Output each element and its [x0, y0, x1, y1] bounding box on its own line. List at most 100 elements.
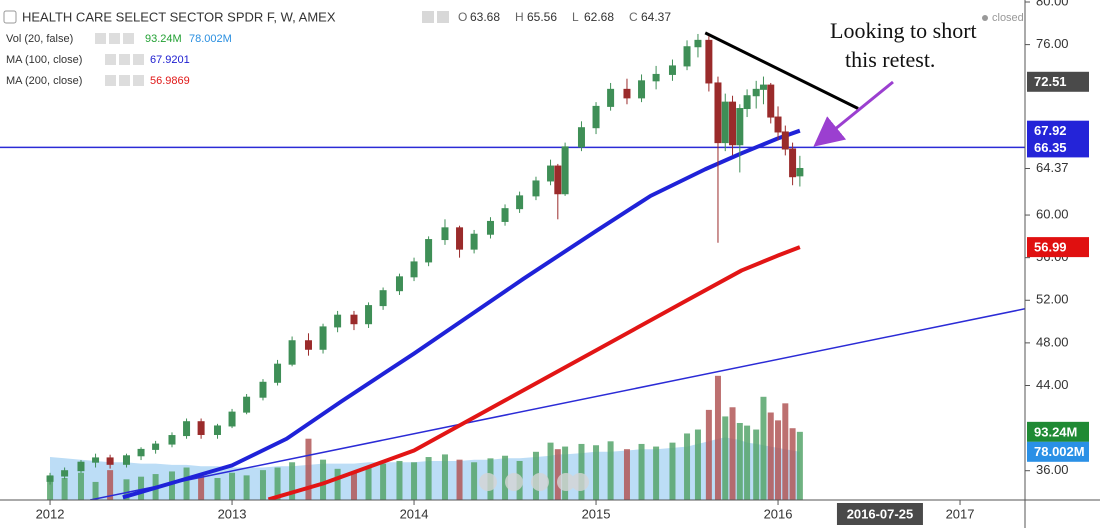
indicator-button[interactable] — [109, 33, 120, 44]
candle-body — [577, 127, 585, 148]
candle-body — [781, 131, 789, 150]
x-tick-label: 2013 — [218, 506, 247, 521]
indicator-button[interactable] — [105, 75, 116, 86]
volume-bar — [796, 431, 803, 500]
ohlc-value: 63.68 — [470, 10, 500, 24]
title-buttons[interactable] — [422, 11, 449, 23]
time-marker-badge — [836, 503, 923, 525]
volume-bar — [183, 467, 190, 500]
trend-line — [704, 31, 859, 110]
volume-bar — [198, 475, 205, 500]
candle-body — [705, 39, 713, 84]
candle-body — [759, 84, 767, 90]
price-badge-label: 78.002M — [1034, 444, 1085, 459]
candle-body — [729, 101, 737, 146]
y-tick-label: 76.00 — [1036, 36, 1069, 51]
last-price-label: 64.37 — [1036, 160, 1069, 175]
indicator-button[interactable] — [133, 75, 144, 86]
price-badge-label: 66.35 — [1034, 140, 1067, 155]
volume-bar — [607, 441, 614, 500]
volume-bar — [554, 449, 561, 500]
candle-body — [547, 165, 555, 182]
candle-body — [774, 116, 782, 133]
volume-bar — [411, 462, 418, 500]
indicator-button[interactable] — [123, 33, 134, 44]
ohlc-key: O — [458, 10, 467, 24]
candle-body — [694, 39, 702, 48]
ohlc-value: 64.37 — [641, 10, 671, 24]
indicator-button[interactable] — [105, 54, 116, 65]
volume-bar — [714, 375, 721, 500]
candle-body — [714, 82, 722, 144]
indicator-button[interactable] — [119, 75, 130, 86]
volume-bar — [760, 396, 767, 500]
indicator-value: 93.24M — [145, 33, 182, 45]
candle-body — [721, 101, 729, 144]
volume-bar — [471, 462, 478, 500]
x-tick-label: 2017 — [946, 506, 975, 521]
candle-body — [796, 167, 804, 177]
candle-body — [259, 381, 267, 398]
indicator-button[interactable] — [133, 54, 144, 65]
candle-body — [350, 314, 358, 325]
volume-bar — [744, 425, 751, 500]
indicator-button[interactable] — [119, 54, 130, 65]
indicator-legend: Vol (20, false) 93.24M 78.002M MA (100, clo… — [6, 33, 232, 87]
volume-bar — [214, 477, 221, 500]
price-badge — [1027, 421, 1089, 442]
candle-body — [319, 326, 327, 350]
candle-body — [456, 227, 464, 250]
volume-bar — [92, 481, 99, 500]
annotation-line: this retest. — [845, 47, 935, 72]
price-badge-label: 67.92 — [1034, 123, 1067, 138]
ohlc-key: H — [515, 10, 524, 24]
indicator-value: 78.002M — [189, 33, 232, 45]
volume-bar — [396, 460, 403, 500]
price-badge — [1027, 441, 1089, 462]
x-tick-label: 2014 — [400, 506, 429, 521]
candle-body — [334, 314, 342, 328]
candle-body — [152, 443, 160, 450]
candle-body — [425, 239, 433, 263]
candle-body — [410, 261, 418, 278]
volume-bar — [653, 446, 660, 500]
volume-bar — [593, 445, 600, 500]
price-badge — [1027, 137, 1089, 158]
ohlc-value: 65.56 — [527, 10, 557, 24]
collapse-icon[interactable] — [3, 10, 17, 24]
volume-bar — [623, 449, 630, 500]
volume-bar — [365, 466, 372, 500]
y-tick-label: 52.00 — [1036, 292, 1069, 307]
candle-body — [554, 165, 562, 195]
candle-body — [197, 421, 205, 435]
volume-bar — [47, 475, 54, 500]
indicator-button[interactable] — [95, 33, 106, 44]
indicator-name: MA (200, close) — [6, 75, 82, 87]
candle-body — [752, 88, 760, 97]
volume-bar — [782, 403, 789, 500]
candle-body — [516, 195, 524, 210]
candle-body — [92, 457, 100, 463]
volume-bar — [425, 457, 432, 500]
candle-body — [470, 233, 478, 250]
candle-body — [122, 455, 130, 465]
volume-bar — [456, 459, 463, 500]
volume-bar — [669, 442, 676, 500]
volume-bar — [289, 462, 296, 500]
candle-body — [652, 73, 660, 82]
volume-bar — [259, 470, 266, 500]
ma100-line — [122, 128, 801, 500]
nav-toolbar[interactable] — [479, 473, 589, 491]
candle-body — [441, 227, 449, 241]
candle-body — [532, 180, 540, 197]
volume-bar — [107, 470, 114, 500]
candle-body — [77, 461, 85, 472]
volume-bar — [334, 468, 341, 500]
candle-body — [767, 84, 775, 118]
indicator-value: 67.9201 — [150, 54, 190, 66]
ma200-line — [267, 245, 801, 500]
y-tick-label: 60.00 — [1036, 206, 1069, 221]
candle-body — [789, 148, 797, 178]
